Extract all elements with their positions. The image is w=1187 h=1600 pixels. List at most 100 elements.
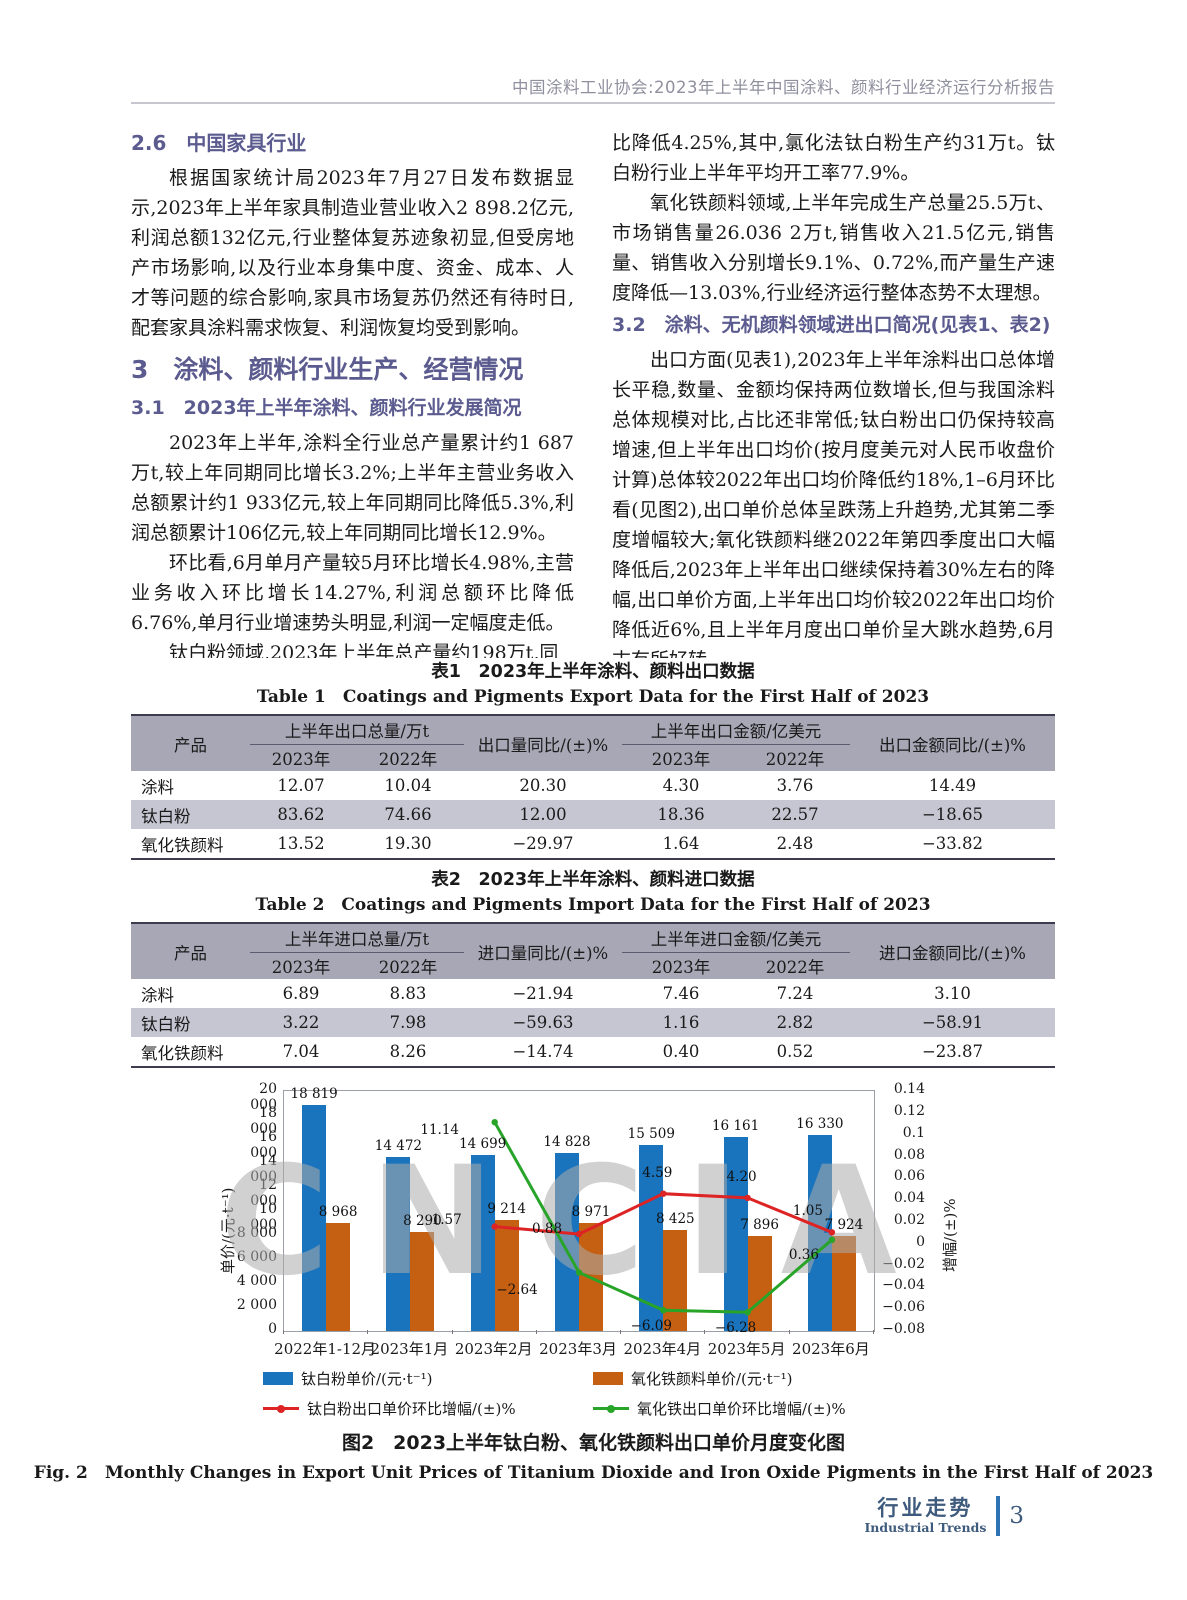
table-row: 涂料 12.07 10.04 20.30 4.30 3.76 14.49 — [131, 771, 1055, 800]
table-cell: 4.30 — [662, 776, 700, 795]
line-value-label: 4.59 — [642, 1164, 673, 1181]
table-1-block: 表1 2023年上半年涂料、颜料出口数据 Table 1 Coatings an… — [131, 660, 1056, 860]
table-cell: 8.26 — [352, 1037, 465, 1068]
marker-iron-oxide-mom-change — [660, 1307, 667, 1314]
paragraph: 2023年上半年,涂料全行业总产量累计约1 687万t,较上年同期同比增长3.2… — [131, 432, 574, 544]
header-rule — [131, 102, 1055, 104]
table-cell: 1.64 — [622, 829, 741, 860]
paragraph: 钛白粉领域,2023年上半年总产量约198万t,同 — [169, 642, 559, 658]
x-axis-tick-label: 2023年5月 — [707, 1340, 786, 1358]
table-cell: 0.40 — [622, 1037, 741, 1068]
left-axis-tick: 6 000 — [236, 1249, 277, 1265]
chart-legend: 钛白粉单价/(元·t⁻¹) 氧化铁颜料单价/(元·t⁻¹) 钛白粉出口单价环比增幅/… — [131, 1368, 1055, 1419]
paragraph: 出口方面(见表1),2023年上半年涂料出口总体增长平稳,数量、金额均保持两位数… — [612, 349, 1055, 658]
bar-value-label: 9 214 — [487, 1201, 527, 1218]
marker-titanium-dioxide-mom-change — [744, 1194, 751, 1202]
bar-value-label: 8 971 — [571, 1204, 611, 1221]
bar-value-label: 7 924 — [824, 1216, 864, 1233]
section-2-6-heading: 2.6 中国家具行业 — [131, 131, 307, 155]
left-column: 2.6 中国家具行业 根据国家统计局2023年7月27日发布数据显示,2023年… — [131, 128, 574, 658]
table-cell: −21.94 — [512, 984, 574, 1003]
table-cell: 涂料 — [141, 777, 174, 797]
table-cell: −59.63 — [512, 1013, 574, 1032]
bar-titanium-dioxide-price — [555, 1153, 579, 1331]
table-row: 涂料 6.89 8.83 −21.94 7.46 7.24 3.10 — [131, 979, 1055, 1008]
footer-divider — [996, 1496, 1001, 1536]
table-row: 氧化铁颜料 13.52 19.30 −29.97 1.64 2.48 −33.82 — [131, 829, 1056, 860]
legend-line-swatch — [263, 1404, 299, 1413]
section-3-2-heading: 3.2 涂料、无机颜料领域进出口简况(见表1、表2) — [612, 314, 1051, 336]
table-cell: 22.57 — [771, 805, 819, 824]
legend-label: 钛白粉出口单价环比增幅/(±)% — [307, 1400, 516, 1418]
bar-titanium-dioxide-price — [723, 1137, 748, 1331]
table-cell: 12.00 — [519, 805, 567, 824]
amount-yoy-header: 出口金额同比/(±)% — [850, 714, 1056, 771]
quantity-group-header: 上半年进口总量/万t — [250, 922, 465, 953]
bar-value-label: 8 290 — [403, 1212, 442, 1229]
right-axis-tick: −0.02 — [882, 1255, 925, 1272]
x-axis-tick-mark — [535, 1330, 537, 1334]
paragraph: 比降低4.25%,其中,氯化法钛白粉生产约31万t。钛白粉行业上半年平均开工率7… — [612, 132, 1055, 184]
table-cell: 涂料 — [141, 985, 174, 1005]
table-header-row: 产品 上半年出口总量/万t 出口量同比/(±)% 上半年出口金额/亿美元 出口金额同比/… — [131, 714, 1056, 771]
left-axis-tick: 16 000 — [250, 1129, 277, 1161]
table-cell: 12.07 — [277, 776, 325, 795]
bar-value-label: 8 968 — [318, 1204, 358, 1221]
table-cell: 13.52 — [250, 829, 352, 860]
data-table: 产品 上半年进口总量/万t 进口量同比/(±)% 上半年进口金额/亿美元 进口金额同比/… — [131, 922, 1056, 1068]
product-column-header: 产品 — [131, 714, 250, 771]
left-axis-tick: 12 000 — [250, 1177, 277, 1209]
table-cell: 19.30 — [352, 829, 465, 860]
year-header-cell: 2022年 — [378, 958, 438, 977]
legend-item-iron-oxide-mom-change: 氧化铁出口单价环比增幅/(±)% — [593, 1398, 923, 1419]
marker-iron-oxide-mom-change — [744, 1309, 751, 1316]
footer-section-cn: 行业走势 — [877, 1496, 974, 1520]
line-value-label: −6.28 — [714, 1320, 757, 1337]
x-axis-tick-mark — [451, 1330, 453, 1334]
left-axis-tick: 4 000 — [236, 1273, 277, 1289]
line-value-label: 1.05 — [792, 1203, 823, 1220]
legend-label: 氧化铁颜料单价/(元·t⁻¹) — [631, 1370, 793, 1388]
x-axis-tick-label: 2023年2月 — [454, 1340, 533, 1358]
line-value-label: 0.36 — [788, 1246, 819, 1263]
left-axis-tick: 14 000 — [250, 1153, 277, 1185]
table-cell: 7.04 — [250, 1037, 352, 1068]
table-cell: 20.30 — [519, 776, 567, 795]
bar-titanium-dioxide-price — [386, 1157, 411, 1331]
right-axis-tick: −0.06 — [882, 1299, 925, 1316]
legend-bar-swatch — [593, 1372, 623, 1385]
table-2-container: 产品 上半年进口总量/万t 进口量同比/(±)% 上半年进口金额/亿美元 进口金额同比/… — [131, 922, 1056, 1068]
marker-titanium-dioxide-mom-change — [575, 1230, 583, 1238]
bar-iron-oxide-price — [663, 1229, 688, 1331]
left-axis-tick: 0 — [268, 1321, 277, 1337]
table-cell: −14.74 — [464, 1037, 623, 1068]
right-axis-tick: 0.02 — [893, 1211, 925, 1228]
x-axis-tick-label: 2023年6月 — [792, 1340, 870, 1358]
data-table: 产品 上半年出口总量/万t 出口量同比/(±)% 上半年出口金额/亿美元 出口金额同比/… — [131, 714, 1056, 860]
marker-titanium-dioxide-mom-change — [828, 1229, 836, 1236]
table-cell: −29.97 — [464, 829, 623, 860]
right-axis-label: 增幅/(±)% — [941, 1198, 959, 1272]
bar-value-label: 14 828 — [543, 1134, 591, 1151]
bar-value-label: 15 509 — [627, 1125, 675, 1142]
table-2-title-cn: 表2 2023年上半年涂料、颜料进口数据 — [431, 870, 755, 890]
table-1-container: 产品 上半年出口总量/万t 出口量同比/(±)% 上半年出口金额/亿美元 出口金额同比/… — [131, 714, 1056, 860]
x-axis-tick-mark — [620, 1330, 622, 1334]
amount-group-header: 上半年进口金额/亿美元 — [622, 922, 851, 953]
legend-line-swatch — [593, 1404, 629, 1413]
table-row: 钛白粉 3.22 7.98 −59.63 1.16 2.82 −58.91 — [131, 1008, 1056, 1037]
table-cell: 74.66 — [384, 805, 432, 824]
left-axis-label: 单价/(元·t⁻¹) — [219, 1187, 237, 1275]
bar-value-label: 7 896 — [740, 1217, 779, 1234]
table-row: 钛白粉 83.62 74.66 12.00 18.36 22.57 −18.65 — [131, 800, 1056, 829]
bar-iron-oxide-price — [326, 1223, 351, 1331]
left-axis-tick: 20 000 — [250, 1081, 277, 1113]
table-cell: −23.87 — [850, 1037, 1056, 1068]
x-axis-tick-label: 2022年1-12月 — [274, 1340, 377, 1358]
quantity-yoy-header: 进口量同比/(±)% — [464, 922, 623, 979]
plot-area: 18 819 14 472 14 699 14 828 15 509 16 161 16 3… — [283, 1086, 875, 1336]
figure-2-caption-cn: 图2 2023上半年钛白粉、氧化铁颜料出口单价月度变化图 — [341, 1432, 846, 1454]
right-axis-tick: 0.14 — [893, 1081, 925, 1097]
table-cell: 2.48 — [740, 829, 851, 860]
